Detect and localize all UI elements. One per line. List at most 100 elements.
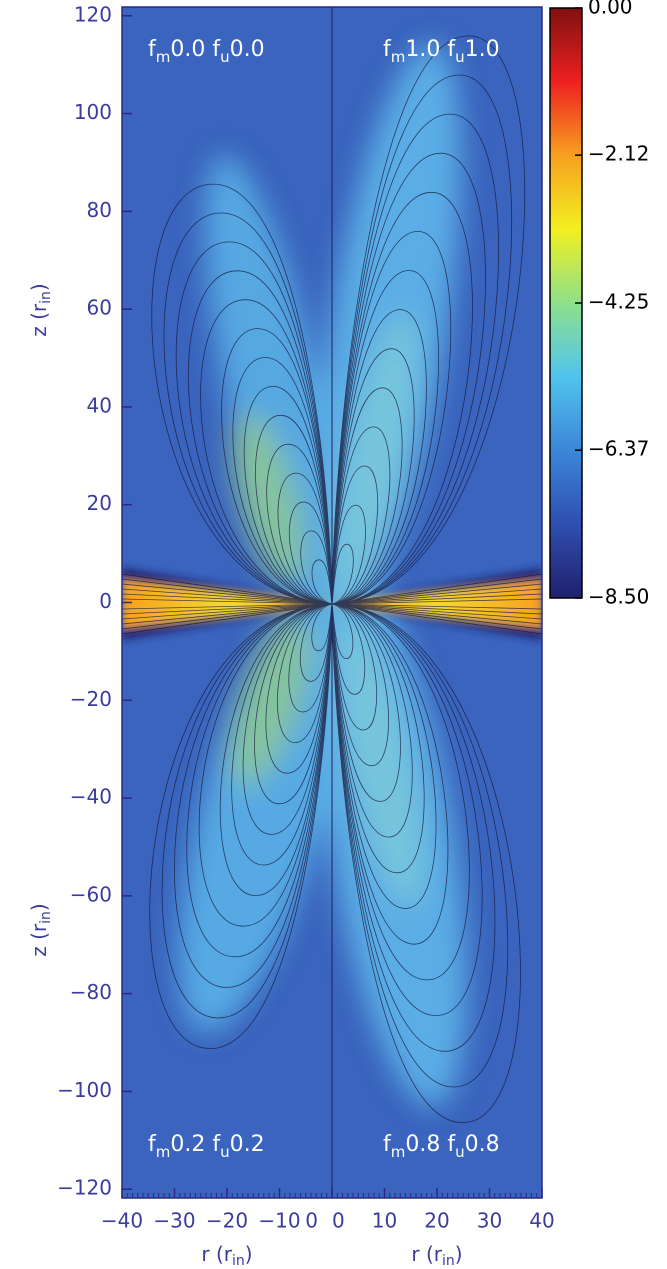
field-line: [331, 603, 354, 660]
field-line: [331, 603, 378, 731]
panel-annotation: fm1.0 fu1.0: [383, 37, 500, 66]
annotation-part: u: [220, 48, 230, 66]
annotation-part: 0.0: [230, 37, 265, 62]
density-map: [122, 7, 542, 1198]
field-line: [122, 573, 333, 605]
field-line: [331, 152, 486, 605]
y-tick-label: −100: [57, 1078, 112, 1102]
field-line: [331, 113, 499, 605]
field-line: [243, 385, 333, 605]
field-line: [331, 583, 542, 605]
field-line: [331, 603, 542, 635]
x-axis-label: r (rin): [411, 1242, 462, 1269]
panel-annotation: fm0.2 fu0.2: [148, 1132, 265, 1161]
field-line: [311, 559, 333, 605]
colorbar-tick-label: −4.25: [588, 290, 649, 314]
field-line: [122, 603, 333, 635]
annotation-part: f: [205, 1132, 221, 1157]
annotation-part: f: [205, 37, 221, 62]
field-line: [174, 603, 333, 988]
field-line: [331, 598, 542, 605]
field-line: [186, 603, 333, 958]
field-line: [331, 588, 542, 605]
field-line: [149, 603, 333, 1050]
field-line: [300, 530, 333, 605]
y-tick-label: 20: [87, 491, 112, 515]
x-tick-label: 30: [477, 1209, 502, 1233]
field-line: [331, 573, 542, 605]
y-axis-label: z (rin): [27, 283, 55, 336]
field-line: [331, 74, 513, 605]
y-axis-label-part: in: [38, 911, 54, 924]
y-tick-label: 60: [87, 296, 112, 320]
field-line: [122, 578, 333, 605]
annotation-part: u: [220, 1143, 230, 1161]
x-tick-label: −20: [206, 1209, 248, 1233]
field-line: [331, 603, 542, 630]
field-line: [331, 603, 521, 1124]
y-tick-label: 40: [87, 393, 112, 417]
colorbar-tick-label: −2.12: [588, 142, 649, 166]
annotation-part: f: [440, 1132, 456, 1157]
colorbar-tick-label: 0.00: [588, 0, 633, 19]
colorbar-tick-label: −6.37: [588, 437, 649, 461]
y-axis-label-part: in: [38, 291, 54, 304]
field-line: [122, 603, 333, 625]
panel-annotation: fm0.8 fu0.8: [383, 1132, 500, 1161]
annotation-part: 1.0: [405, 37, 440, 62]
field-line: [163, 212, 333, 605]
annotation-part: f: [440, 37, 456, 62]
x-axis-label-part: r (r: [411, 1242, 442, 1266]
x-tick-label: 10: [372, 1209, 397, 1233]
field-line: [331, 603, 509, 1088]
x-tick-label: 20: [424, 1209, 449, 1233]
y-tick-label: 80: [87, 198, 112, 222]
field-line: [122, 598, 333, 605]
field-line: [331, 387, 403, 605]
field-line: [289, 501, 333, 605]
annotation-part: u: [455, 1143, 465, 1161]
field-line: [265, 603, 333, 774]
x-axis-label-part: ): [455, 1242, 463, 1266]
x-axis-label-part: in: [232, 1253, 245, 1269]
y-axis-label-part: z (r: [27, 923, 51, 957]
field-line: [331, 348, 415, 605]
field-line: [331, 426, 391, 605]
field-line: [331, 603, 542, 615]
field-line: [331, 603, 401, 802]
annotation-part: m: [156, 48, 171, 66]
y-tick-label: 100: [74, 100, 112, 124]
field-line: [122, 603, 333, 630]
field-line: [122, 588, 333, 605]
annotation-part: u: [455, 48, 465, 66]
field-line: [331, 603, 542, 610]
field-line: [161, 603, 333, 1019]
field-line: [122, 603, 333, 615]
annotation-part: 0.0: [170, 37, 205, 62]
x-axis-label-part: in: [442, 1253, 455, 1269]
annotation-part: f: [383, 37, 392, 62]
panel-annotation: fm0.0 fu0.0: [148, 37, 265, 66]
y-axis-label: z (rin): [27, 903, 55, 956]
field-line: [151, 183, 333, 605]
field-line: [331, 309, 427, 605]
field-line: [254, 603, 333, 805]
x-tick-label: 40: [529, 1209, 554, 1233]
annotation-part: 0.8: [405, 1132, 440, 1157]
y-tick-label: −20: [70, 687, 112, 711]
field-line: [311, 603, 333, 652]
field-line: [255, 414, 333, 605]
x-axis-label-part: ): [245, 1242, 253, 1266]
field-line: [232, 357, 333, 605]
field-line: [331, 603, 389, 767]
field-line: [122, 603, 333, 620]
x-axis-label-part: r (r: [201, 1242, 232, 1266]
x-tick-label: 0: [332, 1209, 345, 1233]
field-line: [198, 603, 333, 927]
x-tick-label: −40: [101, 1209, 143, 1233]
field-line: [331, 603, 542, 620]
annotation-part: 0.2: [230, 1132, 265, 1157]
x-tick-label: −30: [153, 1209, 195, 1233]
field-line: [331, 504, 366, 605]
